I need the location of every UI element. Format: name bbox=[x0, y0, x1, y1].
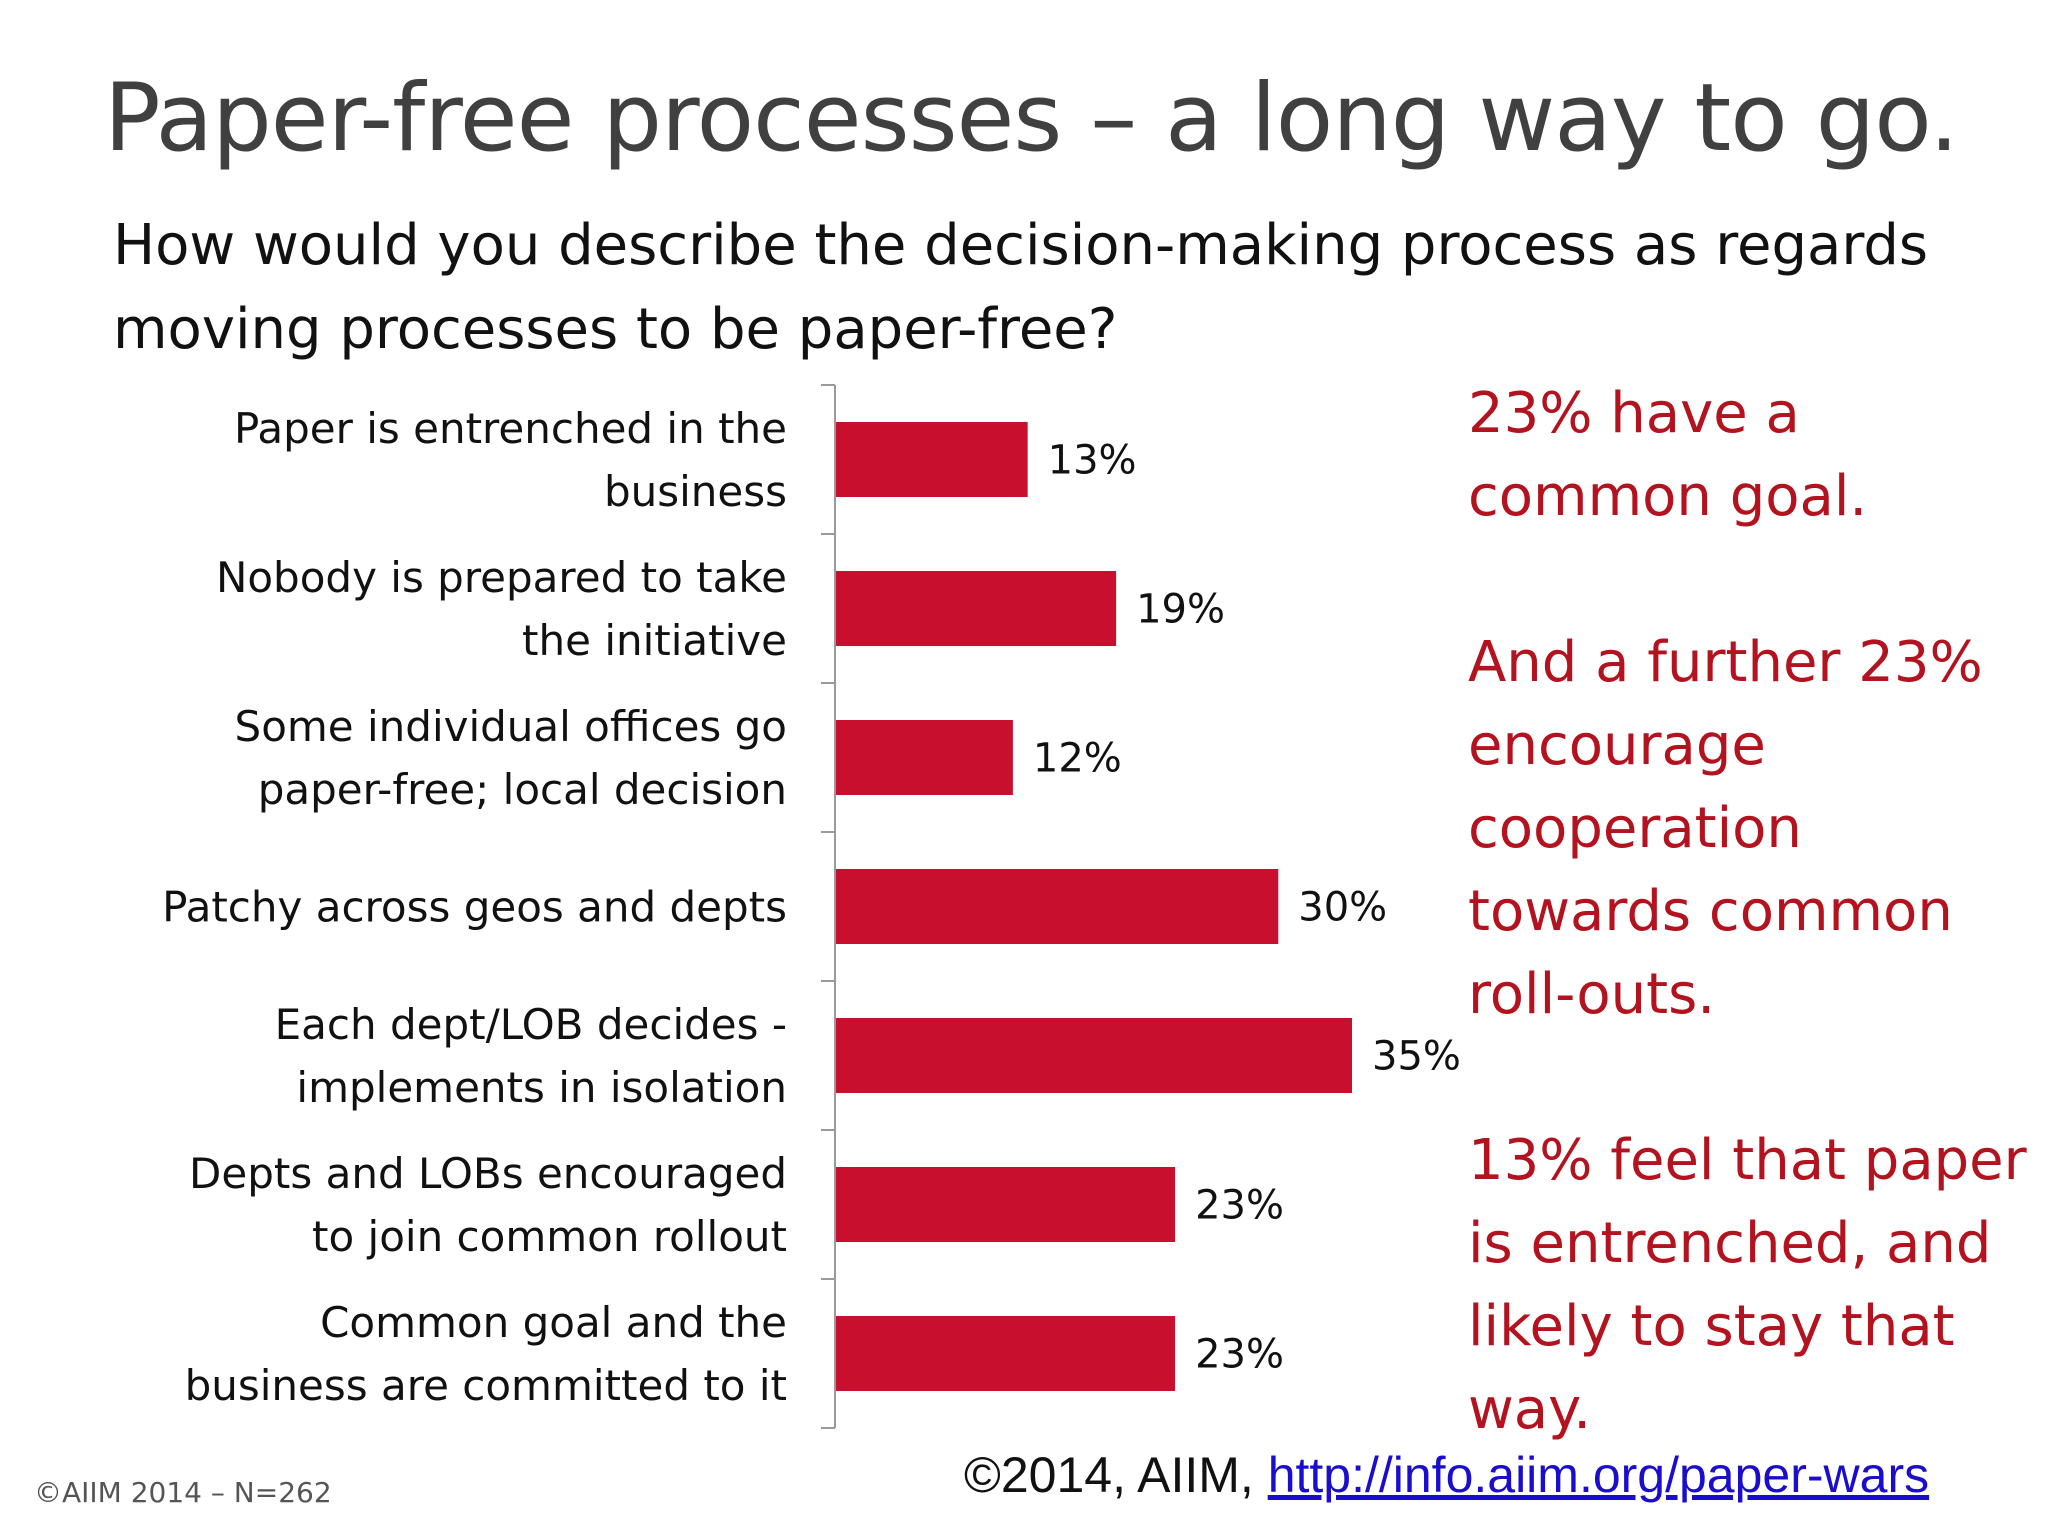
callout-line: cooperation bbox=[1468, 796, 1802, 861]
value-label: 35% bbox=[1372, 1034, 1460, 1080]
slide-title: Paper-free processes – a long way to go. bbox=[104, 64, 1959, 173]
callout-line: encourage bbox=[1468, 713, 1766, 778]
survey-question: How would you describe the decision-maki… bbox=[113, 204, 1993, 372]
source-credit: ©2014, AIIM, http://info.aiim.org/paper-… bbox=[964, 1446, 1929, 1504]
bar bbox=[836, 1018, 1352, 1093]
bar bbox=[836, 1316, 1176, 1391]
category-label: Each dept/LOB decides - bbox=[275, 1000, 787, 1049]
callout-line: 13% feel that paper bbox=[1468, 1128, 2027, 1193]
value-label: 23% bbox=[1195, 1332, 1284, 1378]
callout-line: roll-outs. bbox=[1468, 962, 1716, 1027]
value-label: 13% bbox=[1048, 438, 1137, 484]
bar bbox=[836, 422, 1028, 497]
callout-line: is entrenched, and bbox=[1468, 1211, 1992, 1276]
bar-chart: 13% Paper is entrenched in the business 19%… bbox=[162, 384, 1460, 1429]
callout-cooperation: And a further 23% encourage cooperation … bbox=[1468, 621, 2038, 1036]
callout-entrenched: 13% feel that paper is entrenched, and l… bbox=[1468, 1119, 2038, 1451]
category-label: paper-free; local decision bbox=[258, 765, 787, 814]
callout-line: likely to stay that bbox=[1468, 1294, 1955, 1359]
bar bbox=[836, 1167, 1176, 1242]
callout-line: towards common bbox=[1468, 879, 1953, 944]
bar bbox=[836, 869, 1279, 944]
category-label: Patchy across geos and depts bbox=[162, 883, 787, 932]
value-label: 19% bbox=[1136, 587, 1225, 633]
source-prefix: ©2014, AIIM, bbox=[964, 1447, 1254, 1503]
value-label: 12% bbox=[1033, 736, 1122, 782]
callout-line: common goal. bbox=[1468, 464, 1868, 529]
category-label: business are committed to it bbox=[185, 1361, 787, 1410]
category-label: business bbox=[604, 467, 787, 516]
footnote: ©AIIM 2014 – N=262 bbox=[34, 1476, 332, 1509]
category-label: Some individual offices go bbox=[235, 702, 787, 751]
callouts: 23% have a common goal. And a further 23… bbox=[1468, 372, 2038, 1451]
source-link[interactable]: http://info.aiim.org/paper-wars bbox=[1267, 1447, 1930, 1503]
question-line-2: moving processes to be paper-free? bbox=[113, 297, 1118, 362]
category-label: implements in isolation bbox=[296, 1063, 787, 1112]
callout-common-goal: 23% have a common goal. bbox=[1468, 372, 2038, 538]
callout-line: 23% have a bbox=[1468, 381, 1800, 446]
category-label: Depts and LOBs encouraged bbox=[189, 1149, 787, 1198]
bar bbox=[836, 720, 1013, 795]
bar bbox=[836, 571, 1117, 646]
category-label: the initiative bbox=[522, 616, 787, 665]
callout-line: way. bbox=[1468, 1377, 1592, 1442]
value-label: 23% bbox=[1195, 1183, 1284, 1229]
category-label: Common goal and the bbox=[320, 1298, 787, 1347]
category-label: Nobody is prepared to take bbox=[216, 553, 787, 602]
category-label: Paper is entrenched in the bbox=[234, 404, 787, 453]
callout-line: And a further 23% bbox=[1468, 630, 1983, 695]
category-label: to join common rollout bbox=[312, 1212, 787, 1261]
question-line-1: How would you describe the decision-maki… bbox=[113, 213, 1929, 278]
value-label: 30% bbox=[1298, 885, 1387, 931]
